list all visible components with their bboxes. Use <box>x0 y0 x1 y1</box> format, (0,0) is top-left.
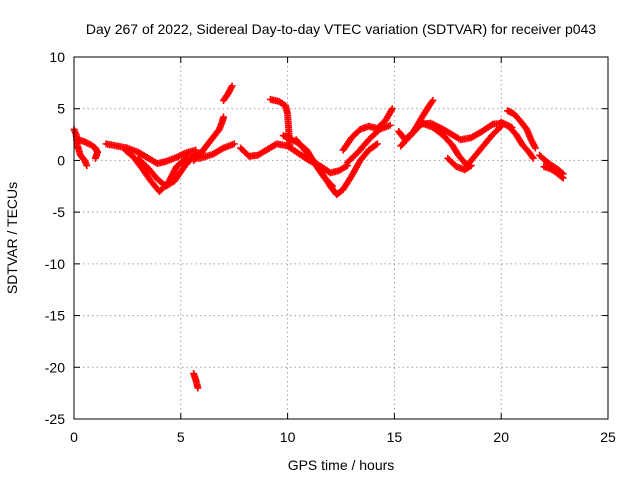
series-track-1 <box>70 125 91 170</box>
x-tick-label: 25 <box>600 429 616 445</box>
series-track-22 <box>190 369 202 392</box>
data-point <box>487 121 495 129</box>
series-track-6 <box>190 113 228 164</box>
series-track-12 <box>343 121 394 166</box>
series-track-17 <box>444 154 475 174</box>
x-tick-label: 5 <box>177 429 185 445</box>
data-point <box>373 140 381 148</box>
series-track-7 <box>220 82 236 104</box>
grid-lines <box>74 57 608 419</box>
data-point <box>327 181 335 189</box>
x-tick-label: 10 <box>280 429 296 445</box>
y-tick-label: 10 <box>49 49 65 65</box>
series-track-8 <box>237 140 351 177</box>
y-tick-label: -25 <box>45 411 65 427</box>
y-tick-label: -15 <box>45 308 65 324</box>
series-track-13 <box>339 105 396 154</box>
y-tick-labels: 10 5 0 -5 -10 -15 -20 -25 <box>45 49 65 427</box>
y-tick-label: -10 <box>45 256 65 272</box>
data-point <box>228 82 236 90</box>
series-track-3 <box>102 140 200 168</box>
data-point <box>388 105 396 113</box>
data-point <box>531 144 539 152</box>
x-tick-labels: 0 5 10 15 20 25 <box>70 429 616 445</box>
y-tick-label: 5 <box>57 101 65 117</box>
y-tick-label: -5 <box>53 204 66 220</box>
data-point <box>372 141 380 149</box>
data-point <box>429 96 437 104</box>
data-point <box>230 140 238 148</box>
x-tick-label: 15 <box>387 429 403 445</box>
y-axis-label: SDTVAR / TECUs <box>4 182 20 294</box>
data-point <box>467 162 475 170</box>
axis-ticks <box>73 56 609 420</box>
data-point <box>386 121 394 129</box>
x-tick-label: 0 <box>70 429 78 445</box>
series-track-16 <box>416 119 516 144</box>
x-tick-label: 20 <box>493 429 509 445</box>
data-point <box>220 113 228 121</box>
series-track-11 <box>279 132 336 190</box>
data-point <box>91 154 99 162</box>
data-point <box>83 162 91 170</box>
y-tick-label: 0 <box>57 152 65 168</box>
data-point <box>558 173 566 181</box>
series-track-4 <box>121 140 238 195</box>
chart-title: Day 267 of 2022, Sidereal Day-to-day VTE… <box>86 21 596 37</box>
plot-frame <box>73 56 609 420</box>
y-tick-label: -20 <box>45 359 65 375</box>
data-point <box>286 141 294 149</box>
data-points <box>70 82 567 392</box>
series-track-2 <box>74 136 101 162</box>
series-track-21 <box>540 163 567 182</box>
data-point <box>194 384 202 392</box>
series-track-19 <box>504 107 539 152</box>
data-point <box>328 182 336 190</box>
data-point <box>529 154 537 162</box>
x-axis-label: GPS time / hours <box>288 457 395 473</box>
series-track-18 <box>497 118 537 162</box>
data-point <box>559 174 567 182</box>
